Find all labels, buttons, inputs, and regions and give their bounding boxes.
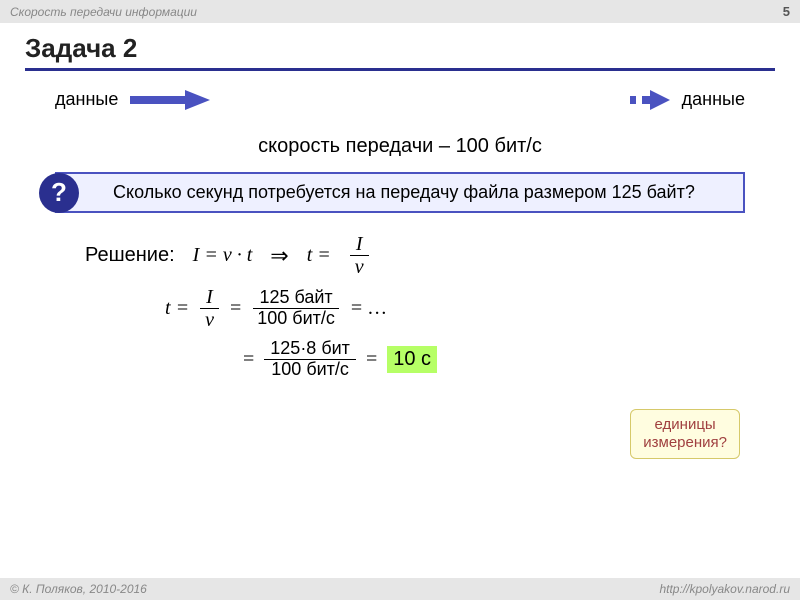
question-badge: ? — [39, 173, 79, 213]
arrow-right-icon — [130, 90, 210, 110]
calc-step1-tail: = … — [351, 297, 387, 320]
topbar: Скорость передачи информации 5 — [0, 0, 800, 23]
data-row: данные данные — [25, 89, 775, 110]
topbar-title: Скорость передачи информации — [10, 5, 197, 19]
units-tooltip: единицы измерения? — [630, 409, 740, 459]
calc-step2: 125·8 бит 100 бит/с — [264, 339, 356, 380]
formula-lhs: I = v · t — [193, 244, 253, 267]
arrow-right-partial-icon — [630, 90, 670, 110]
result: 10 с — [387, 346, 437, 373]
footer: © К. Поляков, 2010-2016 http://kpolyakov… — [0, 578, 800, 600]
calc-t: t = — [165, 297, 189, 320]
slide-number: 5 — [783, 4, 790, 19]
content: данные данные скорость передачи – 100 би… — [0, 89, 800, 380]
formula-frac: I v — [349, 233, 370, 278]
tooltip-line2: измерения? — [643, 434, 727, 452]
eq2: = — [243, 348, 254, 371]
speed-line: скорость передачи – 100 бит/с — [25, 135, 775, 158]
title-underline — [25, 68, 775, 71]
data-label-left: данные — [55, 89, 118, 110]
footer-left: © К. Поляков, 2010-2016 — [10, 582, 147, 596]
eq1: = — [230, 297, 241, 320]
calc-frac-Iv: I v — [199, 286, 220, 331]
solution-row: Решение: I = v · t ⇒ t = I v — [55, 233, 775, 278]
data-right: данные — [630, 89, 745, 110]
solution-label: Решение: — [85, 244, 175, 267]
page-title: Задача 2 — [0, 23, 800, 68]
formula-t: t = — [307, 244, 331, 267]
eq3: = — [366, 348, 377, 371]
data-left: данные — [55, 89, 210, 110]
calc-line-2: = 125·8 бит 100 бит/с = 10 с — [243, 339, 775, 380]
calc-line-1: t = I v = 125 байт 100 бит/с = … — [165, 286, 775, 331]
footer-right: http://kpolyakov.narod.ru — [659, 582, 790, 596]
calc-step1: 125 байт 100 бит/с — [251, 288, 341, 329]
tooltip-line1: единицы — [643, 416, 727, 434]
data-label-right: данные — [682, 89, 745, 110]
question-box: ? Сколько секунд потребуется на передачу… — [55, 172, 745, 213]
question-text: Сколько секунд потребуется на передачу ф… — [113, 182, 695, 202]
implies-icon: ⇒ — [270, 243, 288, 269]
